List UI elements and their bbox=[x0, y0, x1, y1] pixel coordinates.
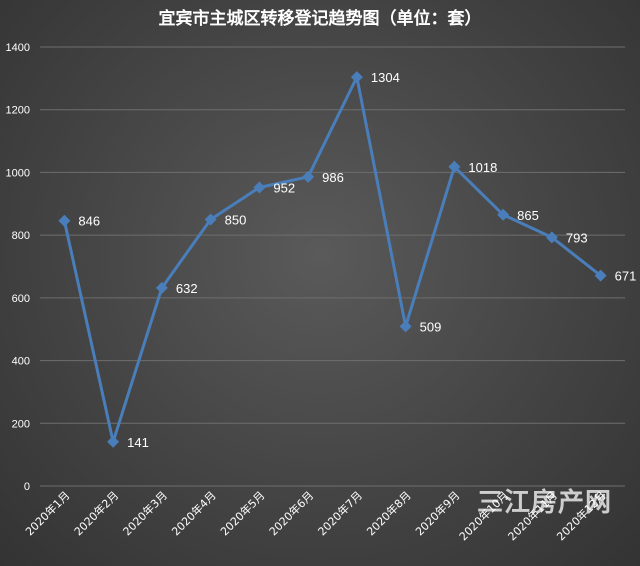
x-tick-label: 2020年7月 bbox=[315, 488, 365, 538]
data-point bbox=[350, 71, 363, 84]
y-tick-label: 1200 bbox=[6, 105, 30, 117]
data-labels: 846 141 632 850 952 986 1304 509 1018 865 793 671 bbox=[78, 70, 636, 450]
x-tick-label: 2020年8月 bbox=[364, 488, 414, 538]
y-tick-label: 1000 bbox=[6, 167, 30, 179]
y-tick-label: 1400 bbox=[6, 42, 30, 54]
data-point bbox=[545, 231, 558, 244]
data-label: 671 bbox=[615, 269, 637, 284]
gridlines bbox=[40, 46, 625, 487]
data-point bbox=[107, 435, 120, 448]
data-label: 865 bbox=[517, 208, 539, 223]
data-label: 952 bbox=[273, 180, 295, 195]
data-point bbox=[302, 170, 315, 183]
data-label: 850 bbox=[225, 212, 247, 227]
data-point bbox=[594, 269, 607, 282]
data-point bbox=[399, 320, 412, 333]
y-tick-label: 600 bbox=[12, 293, 30, 305]
data-point bbox=[155, 281, 168, 294]
x-tick-label: 2020年4月 bbox=[169, 488, 219, 538]
data-point bbox=[497, 208, 510, 221]
y-tick-label: 800 bbox=[12, 230, 30, 242]
y-tick-label: 0 bbox=[24, 481, 30, 493]
y-tick-label: 400 bbox=[12, 356, 30, 368]
data-label: 141 bbox=[127, 435, 149, 450]
data-point bbox=[253, 181, 266, 194]
chart-title: 宜宾市主城区转移登记趋势图（单位：套） bbox=[158, 9, 482, 29]
data-label: 632 bbox=[176, 281, 198, 296]
data-label: 846 bbox=[78, 214, 100, 229]
data-label: 1018 bbox=[468, 160, 497, 175]
x-tick-label: 2020年5月 bbox=[217, 488, 267, 538]
x-tick-label: 2020年9月 bbox=[412, 488, 462, 538]
x-tick-label: 2020年2月 bbox=[71, 488, 121, 538]
series-layer bbox=[58, 71, 607, 448]
data-label: 509 bbox=[420, 319, 442, 334]
y-tick-label: 200 bbox=[12, 418, 30, 430]
data-point bbox=[58, 214, 71, 227]
data-label: 793 bbox=[566, 230, 588, 245]
data-label: 1304 bbox=[371, 70, 400, 85]
data-point bbox=[204, 213, 217, 226]
x-tick-label: 2020年3月 bbox=[120, 488, 170, 538]
x-tick-label: 2020年1月 bbox=[22, 488, 72, 538]
x-tick-label: 2020年6月 bbox=[266, 488, 316, 538]
data-label: 986 bbox=[322, 170, 344, 185]
watermark-logo: 三江房产网 bbox=[477, 488, 613, 518]
y-axis-ticks: 0 200 400 600 800 1000 1200 1400 bbox=[6, 42, 30, 493]
data-point bbox=[448, 160, 461, 173]
series-line bbox=[62, 75, 602, 444]
